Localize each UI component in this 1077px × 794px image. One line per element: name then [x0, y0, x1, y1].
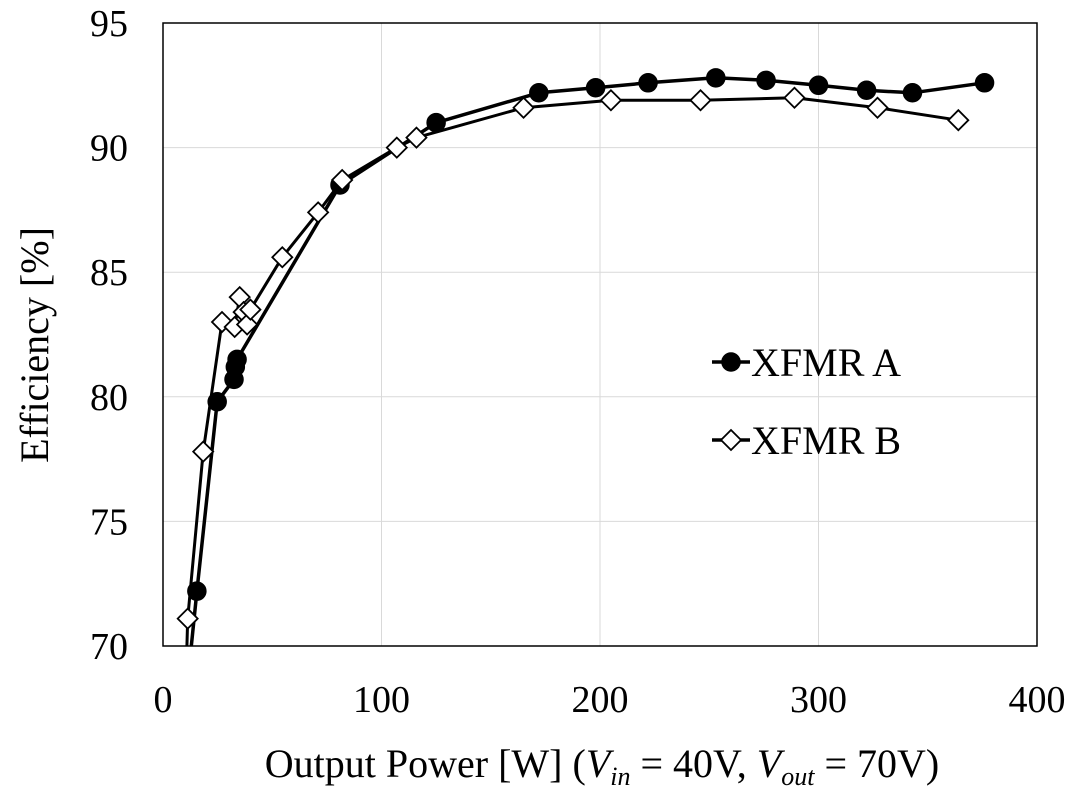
data-point-xfmr-a [638, 73, 658, 93]
x-tick-label: 300 [790, 679, 847, 721]
data-point-xfmr-a [585, 78, 606, 98]
data-point-xfmr-a [426, 112, 446, 133]
x-axis-title-vin-symbol: V [586, 741, 615, 786]
legend-entry-xfmr-b: XFMR B [712, 418, 901, 463]
x-axis-title-vout-symbol: V [757, 741, 786, 786]
y-tick-label: 75 [90, 501, 128, 543]
plot-frame [162, 22, 1038, 647]
legend-label-xfmr-a: XFMR A [751, 340, 901, 385]
data-point-xfmr-b [689, 88, 712, 112]
y-tick-label: 85 [90, 252, 128, 294]
legend-marker-xfmr-a [721, 352, 741, 372]
y-tick-label: 80 [90, 377, 128, 419]
x-tick-label: 0 [154, 679, 173, 721]
data-point-xfmr-b [947, 108, 970, 132]
data-point-xfmr-a [207, 392, 227, 412]
data-point-xfmr-b [176, 607, 199, 630]
series-layer [176, 68, 995, 646]
data-point-xfmr-b [330, 168, 354, 192]
data-point-xfmr-a [187, 581, 207, 601]
y-tick-label: 70 [90, 626, 128, 668]
data-point-xfmr-b [385, 136, 409, 159]
data-point-xfmr-b [599, 88, 623, 112]
data-point-xfmr-b [239, 298, 262, 321]
x-axis-title-vout-subscript: out [781, 762, 815, 791]
data-point-xfmr-a [974, 73, 995, 93]
x-axis-title-main: Output Power [W] ( [265, 741, 586, 786]
legend-marker-xfmr-b [719, 428, 743, 452]
grid-lines [163, 23, 1037, 646]
legend-entry-xfmr-a: XFMR A [712, 340, 901, 385]
legend: XFMR A XFMR B [712, 340, 901, 463]
data-point-xfmr-b [783, 86, 806, 110]
data-point-xfmr-b [405, 126, 428, 149]
x-axis-title-vout-value: = 70V) [814, 741, 939, 786]
data-point-xfmr-a [902, 83, 923, 103]
legend-label-xfmr-b: XFMR B [751, 418, 901, 463]
y-tick-label: 90 [90, 128, 128, 170]
x-tick-label: 100 [353, 679, 410, 721]
y-tick-label: 95 [90, 3, 128, 45]
data-point-xfmr-b [235, 313, 259, 336]
y-axis-title: Efficiency [%] [12, 227, 57, 463]
data-point-xfmr-a [756, 70, 776, 91]
x-axis-title: Output Power [W] (Vin = 40V, Vout = 70V) [265, 741, 939, 791]
data-point-xfmr-b [271, 245, 294, 269]
data-point-xfmr-b [306, 201, 330, 224]
data-point-xfmr-a [529, 83, 549, 103]
x-axis-title-vin-value: = 40V, [630, 741, 756, 786]
data-point-xfmr-a [808, 75, 829, 96]
x-tick-label: 400 [1009, 679, 1066, 721]
x-axis-title-vin-subscript: in [610, 762, 630, 791]
data-point-xfmr-b [866, 96, 889, 120]
x-tick-label: 200 [572, 679, 629, 721]
tick-labels: 70 75 80 85 90 95 0 100 200 300 400 [90, 3, 1066, 721]
data-point-xfmr-b [191, 440, 215, 463]
data-point-xfmr-a [856, 80, 877, 101]
data-point-xfmr-b [512, 96, 535, 120]
data-point-xfmr-a [706, 68, 726, 88]
data-point-xfmr-a [227, 349, 247, 370]
